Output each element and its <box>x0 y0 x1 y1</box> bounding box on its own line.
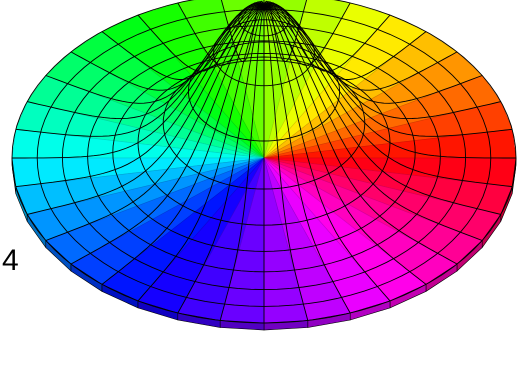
wire-spoke <box>263 5 391 302</box>
wire-spoke <box>12 5 265 159</box>
wire-spoke <box>137 5 265 302</box>
wire-spoke <box>45 4 265 104</box>
wire-spoke <box>101 5 265 285</box>
wire-spoke <box>70 3 265 91</box>
wire-spoke <box>27 5 265 215</box>
wireframe-surface <box>11 0 517 324</box>
wire-spoke <box>219 5 265 321</box>
wire-spoke <box>263 5 501 215</box>
wire-spoke <box>177 1 265 66</box>
wire-spoke <box>263 5 427 285</box>
wire-spoke <box>177 5 265 314</box>
wire-spoke <box>263 1 351 66</box>
wire-spoke <box>263 5 513 188</box>
wire-spoke <box>263 5 483 241</box>
wire-spoke <box>101 2 265 80</box>
wire-spoke <box>263 5 351 314</box>
wire-spoke <box>263 5 513 137</box>
hue-colored-base-disk <box>11 0 517 331</box>
edge-label: 4 <box>2 244 19 277</box>
wire-spoke <box>15 5 265 188</box>
wire-spoke <box>137 1 265 72</box>
wire-spoke <box>263 5 501 120</box>
wire-spoke <box>263 0 308 63</box>
wire-spoke <box>45 5 265 241</box>
wire-spoke <box>263 5 516 159</box>
wire-spoke <box>263 5 309 321</box>
wire-spoke <box>220 0 265 63</box>
